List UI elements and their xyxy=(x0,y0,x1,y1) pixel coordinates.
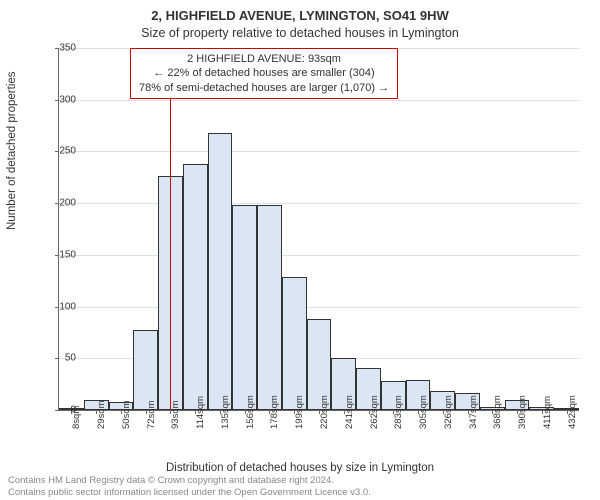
xtick-label: 326sqm xyxy=(443,395,454,429)
histogram-bar xyxy=(257,205,282,410)
ytick-label: 250 xyxy=(59,146,76,157)
footer-attribution: Contains HM Land Registry data © Crown c… xyxy=(8,475,371,498)
xtick-label: 50sqm xyxy=(121,400,132,429)
xtick-label: 368sqm xyxy=(492,395,503,429)
xtick-label: 432sqm xyxy=(567,395,578,429)
property-marker-line xyxy=(170,48,171,410)
ytick-mark xyxy=(55,358,59,359)
y-axis-label: Number of detached properties xyxy=(6,71,18,230)
ytick-mark xyxy=(55,410,59,411)
ytick-label: 300 xyxy=(59,94,76,105)
xtick-label: 305sqm xyxy=(418,395,429,429)
ytick-label: 50 xyxy=(65,353,76,364)
histogram-bar xyxy=(133,330,158,410)
xtick-label: 72sqm xyxy=(146,400,157,429)
xtick-label: 135sqm xyxy=(220,395,231,429)
grid-line xyxy=(59,307,579,308)
grid-line xyxy=(59,203,579,204)
xtick-label: 390sqm xyxy=(517,395,528,429)
annotation-line1: 2 HIGHFIELD AVENUE: 93sqm xyxy=(139,52,389,66)
grid-line xyxy=(59,255,579,256)
footer-line1: Contains HM Land Registry data © Crown c… xyxy=(8,475,371,486)
histogram-bar xyxy=(183,164,208,410)
xtick-label: 93sqm xyxy=(170,400,181,429)
grid-line xyxy=(59,151,579,152)
xtick-label: 262sqm xyxy=(369,395,380,429)
annotation-box: 2 HIGHFIELD AVENUE: 93sqm ← 22% of detac… xyxy=(130,48,398,99)
xtick-label: 241sqm xyxy=(344,395,355,429)
grid-line xyxy=(59,100,579,101)
xtick-label: 283sqm xyxy=(393,395,404,429)
annotation-line3: 78% of semi-detached houses are larger (… xyxy=(139,81,389,95)
plot-area: 8sqm29sqm50sqm72sqm93sqm114sqm135sqm156s… xyxy=(58,48,579,411)
xtick-label: 199sqm xyxy=(294,395,305,429)
ytick-label: 0 xyxy=(70,405,76,416)
histogram-bar xyxy=(232,205,257,410)
x-axis-label: Distribution of detached houses by size … xyxy=(0,462,600,474)
xtick-label: 114sqm xyxy=(195,396,206,429)
ytick-label: 150 xyxy=(59,249,76,260)
chart-title-sub: Size of property relative to detached ho… xyxy=(0,26,600,40)
histogram-bar xyxy=(282,277,307,410)
chart-container: 2, HIGHFIELD AVENUE, LYMINGTON, SO41 9HW… xyxy=(0,0,600,500)
xtick-label: 156sqm xyxy=(245,395,256,429)
annotation-line2: ← 22% of detached houses are smaller (30… xyxy=(139,66,389,80)
xtick-label: 220sqm xyxy=(319,395,330,429)
chart-title-main: 2, HIGHFIELD AVENUE, LYMINGTON, SO41 9HW xyxy=(0,8,600,23)
xtick-label: 411sqm xyxy=(542,396,553,429)
ytick-label: 200 xyxy=(59,198,76,209)
xtick-label: 178sqm xyxy=(269,395,280,429)
xtick-label: 347sqm xyxy=(468,395,479,429)
xtick-label: 29sqm xyxy=(96,400,107,429)
footer-line2: Contains public sector information licen… xyxy=(8,487,371,498)
ytick-label: 100 xyxy=(59,301,76,312)
histogram-bar xyxy=(208,133,233,410)
ytick-label: 350 xyxy=(59,43,76,54)
